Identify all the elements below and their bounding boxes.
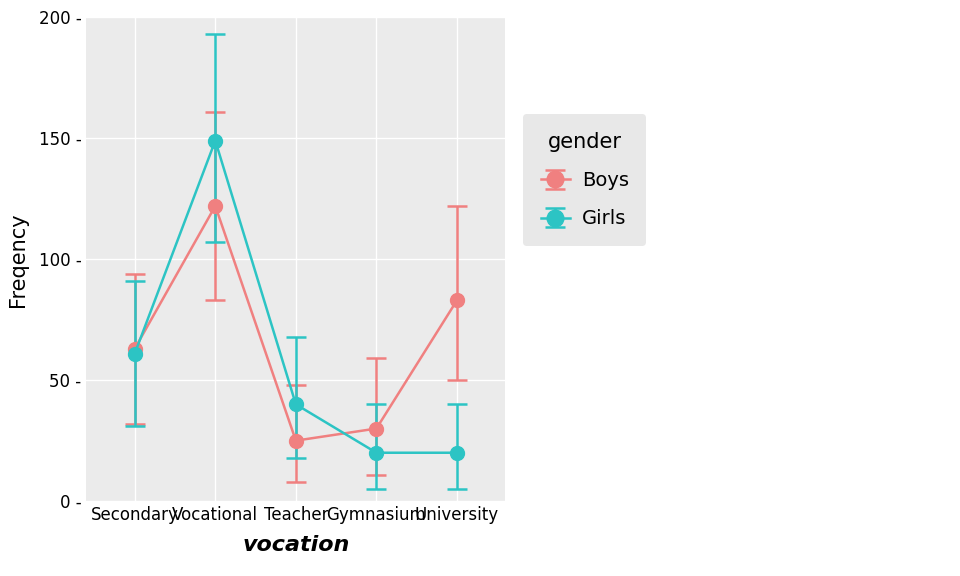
- X-axis label: vocation: vocation: [242, 535, 349, 555]
- Legend: Boys, Girls: Boys, Girls: [523, 114, 646, 246]
- Y-axis label: Freqency: Freqency: [8, 212, 28, 306]
